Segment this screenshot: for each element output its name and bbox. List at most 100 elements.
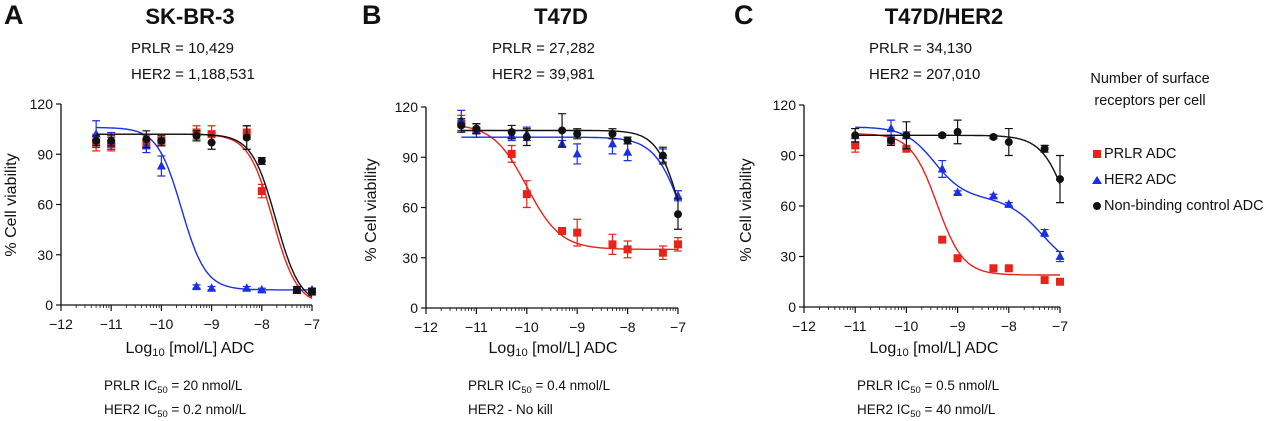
data-point-prlr xyxy=(851,141,860,150)
data-point-prlr xyxy=(658,248,667,257)
y-tick-label: 0 xyxy=(410,300,418,316)
x-tick-label: −12 xyxy=(792,318,816,334)
x-tick-label: −8 xyxy=(254,316,270,332)
fit-curve-prlr xyxy=(461,125,678,251)
data-point-prlr xyxy=(207,130,216,139)
data-point-control xyxy=(989,132,998,141)
x-tick-label: −7 xyxy=(1052,318,1068,334)
data-point-her2 xyxy=(1040,227,1050,237)
data-point-prlr xyxy=(257,187,266,196)
panel-a-her2-count: HER2 = 1,188,531 xyxy=(131,66,255,83)
data-point-control xyxy=(242,133,251,142)
data-point-control xyxy=(573,129,582,138)
data-point-her2 xyxy=(192,281,202,291)
panel-c-plot: 0 30 60 90 120 −12 −11 −10 −9 −8 −7 xyxy=(773,97,1069,334)
y-tick-label: 60 xyxy=(37,197,53,213)
panel-letter-c: C xyxy=(734,0,754,30)
y-tick-label: 60 xyxy=(402,200,418,216)
x-tick-label: −11 xyxy=(100,316,123,332)
x-tick-label: −7 xyxy=(670,319,686,335)
data-point-her2 xyxy=(673,190,683,200)
legend-item-control: Non-binding control ADC xyxy=(1090,198,1264,214)
data-point-prlr xyxy=(1040,276,1049,285)
data-point-her2 xyxy=(257,284,267,294)
data-point-control xyxy=(507,128,516,137)
data-point-her2 xyxy=(1055,251,1065,260)
panel-c-her2-count: HER2 = 207,010 xyxy=(869,66,981,83)
data-point-her2 xyxy=(607,138,617,148)
legend-header-line2: receptors per cell xyxy=(1094,93,1206,109)
data-point-control xyxy=(608,129,617,138)
circle-marker-icon xyxy=(1090,198,1104,214)
y-tick-label: 60 xyxy=(780,198,796,214)
data-point-control xyxy=(658,151,667,160)
fit-curve-prlr xyxy=(96,133,313,300)
y-tick-label: 30 xyxy=(402,250,418,266)
y-tick-label: 90 xyxy=(37,146,53,162)
fit-curve-her2 xyxy=(461,136,679,202)
x-tick-label: −10 xyxy=(895,318,919,334)
data-point-control xyxy=(887,136,896,145)
legend-label: PRLR ADC xyxy=(1104,146,1177,162)
y-tick-label: 0 xyxy=(45,297,53,313)
panel-b-prlr-count: PRLR = 27,282 xyxy=(492,40,595,57)
panel-a-plot: 0 30 60 90 120 −12 −11 −10 −9 −8 −7 xyxy=(30,96,321,332)
x-tick-label: −9 xyxy=(204,316,220,332)
data-point-control xyxy=(1040,144,1049,153)
panel-a-title: SK-BR-3 xyxy=(145,4,235,29)
x-tick-label: −11 xyxy=(844,318,867,334)
square-marker-icon xyxy=(1090,146,1104,162)
panel-letter-a: A xyxy=(4,0,24,30)
panel-a-x-axis-label: Log10 [mol/L] ADC xyxy=(125,340,255,359)
x-tick-label: −9 xyxy=(950,318,966,334)
panel-a-her2-ic50: HER2 IC50 = 0.2 nmol/L xyxy=(104,402,247,420)
panel-a-prlr-count: PRLR = 10,429 xyxy=(131,40,234,57)
data-point-prlr xyxy=(522,190,531,199)
x-tick-label: −10 xyxy=(515,319,539,335)
data-point-prlr xyxy=(1056,277,1064,286)
panel-b-her2-count: HER2 = 39,981 xyxy=(492,66,595,83)
panel-c-prlr-count: PRLR = 34,130 xyxy=(869,40,972,57)
data-point-control xyxy=(1004,138,1013,147)
fit-curve-her2 xyxy=(96,126,312,291)
panel-b-x-axis-label: Log10 [mol/L] ADC xyxy=(488,340,618,359)
x-tick-label: −7 xyxy=(304,316,320,332)
data-point-prlr xyxy=(953,254,962,263)
triangle-marker-icon xyxy=(1090,172,1104,188)
data-point-her2 xyxy=(156,160,166,170)
data-point-prlr xyxy=(507,149,516,158)
data-point-prlr xyxy=(674,240,682,249)
panel-c-prlr-ic50: PRLR IC50 = 0.5 nmol/L xyxy=(857,378,1000,396)
data-point-her2 xyxy=(572,148,582,158)
data-point-her2 xyxy=(242,283,252,292)
data-point-control xyxy=(308,287,316,296)
data-point-control xyxy=(257,156,266,165)
panel-b-prlr-ic50: PRLR IC50 = 0.4 nmol/L xyxy=(468,378,611,396)
panel-c-x-axis-label: Log10 [mol/L] ADC xyxy=(869,340,999,359)
x-tick-label: −9 xyxy=(569,319,585,335)
legend-item-her2: HER2 ADC xyxy=(1090,172,1177,188)
panel-b-plot: 0 30 60 90 120 −12 −11 −10 −9 −8 −7 xyxy=(395,99,687,335)
data-point-control xyxy=(142,135,151,144)
panel-b-title: T47D xyxy=(534,4,588,29)
panel-c-title: T47D/HER2 xyxy=(884,4,1004,29)
y-tick-label: 120 xyxy=(773,97,797,113)
x-tick-label: −12 xyxy=(414,319,438,335)
panel-c-her2-ic50: HER2 IC50 = 40 nmol/L xyxy=(857,402,996,420)
data-point-her2 xyxy=(207,283,217,292)
data-point-control xyxy=(207,138,216,147)
fit-curve-control xyxy=(96,133,313,298)
data-point-her2 xyxy=(1004,199,1014,208)
y-tick-label: 30 xyxy=(780,249,796,265)
data-point-control xyxy=(851,131,860,140)
legend-item-prlr: PRLR ADC xyxy=(1090,146,1177,162)
fit-curve-prlr xyxy=(855,133,1060,276)
data-point-her2 xyxy=(886,123,896,133)
data-point-prlr xyxy=(989,264,998,273)
x-tick-label: −8 xyxy=(1001,318,1017,334)
data-point-prlr xyxy=(573,228,582,237)
data-point-her2 xyxy=(953,187,963,197)
data-point-control xyxy=(674,210,682,219)
y-tick-label: 30 xyxy=(37,247,53,263)
